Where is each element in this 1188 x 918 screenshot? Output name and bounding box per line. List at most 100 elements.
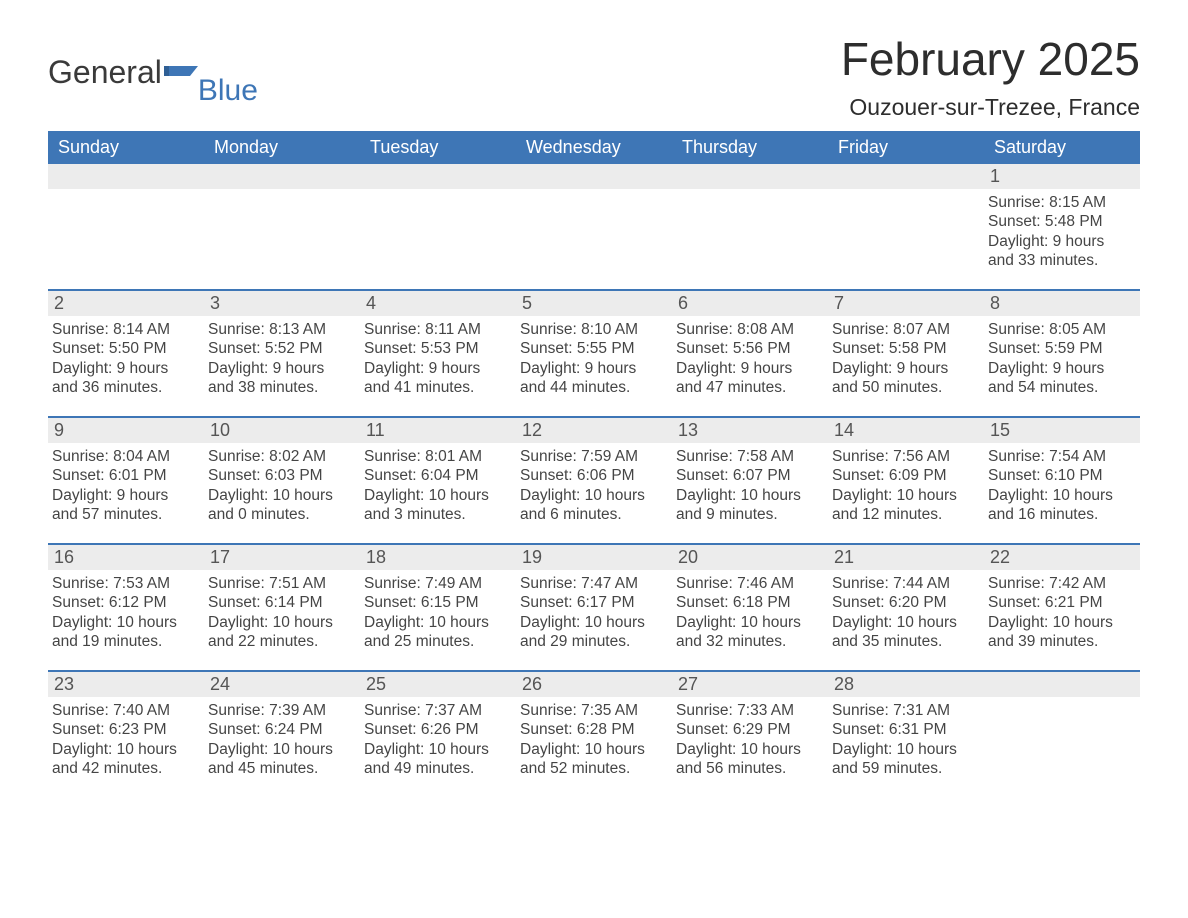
day-number	[360, 164, 516, 189]
day-cell	[672, 189, 828, 289]
day-number: 10	[204, 418, 360, 443]
day-number: 8	[984, 291, 1140, 316]
day-cell: Sunrise: 7:35 AMSunset: 6:28 PMDaylight:…	[516, 697, 672, 797]
day-sunset: Sunset: 6:28 PM	[520, 720, 664, 739]
day-number: 26	[516, 672, 672, 697]
day-number: 2	[48, 291, 204, 316]
day-cell: Sunrise: 7:42 AMSunset: 6:21 PMDaylight:…	[984, 570, 1140, 670]
day-cell: Sunrise: 8:15 AMSunset: 5:48 PMDaylight:…	[984, 189, 1140, 289]
calendar-week: 16171819202122Sunrise: 7:53 AMSunset: 6:…	[48, 543, 1140, 670]
day-sunset: Sunset: 6:20 PM	[832, 593, 976, 612]
day-number	[828, 164, 984, 189]
day-number: 4	[360, 291, 516, 316]
calendar-week: 232425262728Sunrise: 7:40 AMSunset: 6:23…	[48, 670, 1140, 797]
day-sunrise: Sunrise: 7:40 AM	[52, 701, 196, 720]
day-daylight: Daylight: 10 hours and 19 minutes.	[52, 613, 196, 652]
day-number: 5	[516, 291, 672, 316]
day-daylight: Daylight: 10 hours and 25 minutes.	[364, 613, 508, 652]
day-of-week-cell: Monday	[204, 131, 360, 164]
day-sunset: Sunset: 5:55 PM	[520, 339, 664, 358]
day-sunrise: Sunrise: 7:37 AM	[364, 701, 508, 720]
day-daylight: Daylight: 9 hours and 47 minutes.	[676, 359, 820, 398]
day-cell: Sunrise: 7:59 AMSunset: 6:06 PMDaylight:…	[516, 443, 672, 543]
day-sunrise: Sunrise: 8:02 AM	[208, 447, 352, 466]
day-sunset: Sunset: 6:17 PM	[520, 593, 664, 612]
day-number: 3	[204, 291, 360, 316]
day-sunrise: Sunrise: 8:04 AM	[52, 447, 196, 466]
calendar-week: 1Sunrise: 8:15 AMSunset: 5:48 PMDaylight…	[48, 164, 1140, 289]
day-daylight: Daylight: 10 hours and 6 minutes.	[520, 486, 664, 525]
day-daylight: Daylight: 9 hours and 36 minutes.	[52, 359, 196, 398]
day-cell: Sunrise: 8:04 AMSunset: 6:01 PMDaylight:…	[48, 443, 204, 543]
day-number: 22	[984, 545, 1140, 570]
day-daylight: Daylight: 10 hours and 22 minutes.	[208, 613, 352, 652]
day-cell: Sunrise: 7:40 AMSunset: 6:23 PMDaylight:…	[48, 697, 204, 797]
day-daylight: Daylight: 10 hours and 0 minutes.	[208, 486, 352, 525]
day-number-row: 1	[48, 164, 1140, 189]
day-cell: Sunrise: 7:47 AMSunset: 6:17 PMDaylight:…	[516, 570, 672, 670]
day-number: 14	[828, 418, 984, 443]
day-daylight: Daylight: 10 hours and 56 minutes.	[676, 740, 820, 779]
day-sunrise: Sunrise: 7:47 AM	[520, 574, 664, 593]
day-of-week-cell: Sunday	[48, 131, 204, 164]
day-number: 16	[48, 545, 204, 570]
day-cell: Sunrise: 7:44 AMSunset: 6:20 PMDaylight:…	[828, 570, 984, 670]
day-daylight: Daylight: 9 hours and 50 minutes.	[832, 359, 976, 398]
header: General Blue February 2025 Ouzouer-sur-T…	[48, 36, 1140, 121]
day-daylight: Daylight: 9 hours and 33 minutes.	[988, 232, 1132, 271]
day-number: 1	[984, 164, 1140, 189]
day-cell: Sunrise: 7:39 AMSunset: 6:24 PMDaylight:…	[204, 697, 360, 797]
brand-word-1: General	[48, 56, 162, 88]
day-cell: Sunrise: 8:08 AMSunset: 5:56 PMDaylight:…	[672, 316, 828, 416]
day-sunset: Sunset: 6:07 PM	[676, 466, 820, 485]
day-sunset: Sunset: 5:52 PM	[208, 339, 352, 358]
day-sunrise: Sunrise: 7:56 AM	[832, 447, 976, 466]
day-number: 25	[360, 672, 516, 697]
day-sunset: Sunset: 6:23 PM	[52, 720, 196, 739]
day-cell: Sunrise: 7:56 AMSunset: 6:09 PMDaylight:…	[828, 443, 984, 543]
day-sunrise: Sunrise: 8:08 AM	[676, 320, 820, 339]
month-year-title: February 2025	[841, 36, 1140, 82]
day-number: 13	[672, 418, 828, 443]
day-number: 6	[672, 291, 828, 316]
day-cell: Sunrise: 8:02 AMSunset: 6:03 PMDaylight:…	[204, 443, 360, 543]
day-daylight: Daylight: 10 hours and 49 minutes.	[364, 740, 508, 779]
day-cell: Sunrise: 7:46 AMSunset: 6:18 PMDaylight:…	[672, 570, 828, 670]
day-cell: Sunrise: 8:13 AMSunset: 5:52 PMDaylight:…	[204, 316, 360, 416]
day-sunrise: Sunrise: 7:42 AM	[988, 574, 1132, 593]
day-cell: Sunrise: 8:11 AMSunset: 5:53 PMDaylight:…	[360, 316, 516, 416]
day-daylight: Daylight: 10 hours and 16 minutes.	[988, 486, 1132, 525]
day-daylight: Daylight: 9 hours and 41 minutes.	[364, 359, 508, 398]
day-cell: Sunrise: 8:14 AMSunset: 5:50 PMDaylight:…	[48, 316, 204, 416]
day-sunrise: Sunrise: 8:07 AM	[832, 320, 976, 339]
day-number	[204, 164, 360, 189]
day-cell: Sunrise: 7:51 AMSunset: 6:14 PMDaylight:…	[204, 570, 360, 670]
day-sunrise: Sunrise: 7:33 AM	[676, 701, 820, 720]
day-daylight: Daylight: 10 hours and 9 minutes.	[676, 486, 820, 525]
day-sunrise: Sunrise: 7:35 AM	[520, 701, 664, 720]
day-sunrise: Sunrise: 7:53 AM	[52, 574, 196, 593]
day-daylight: Daylight: 10 hours and 42 minutes.	[52, 740, 196, 779]
day-sunrise: Sunrise: 8:14 AM	[52, 320, 196, 339]
day-sunset: Sunset: 6:29 PM	[676, 720, 820, 739]
day-number: 27	[672, 672, 828, 697]
day-of-week-cell: Friday	[828, 131, 984, 164]
day-sunset: Sunset: 6:24 PM	[208, 720, 352, 739]
day-number-row: 9101112131415	[48, 418, 1140, 443]
day-body-row: Sunrise: 7:53 AMSunset: 6:12 PMDaylight:…	[48, 570, 1140, 670]
day-daylight: Daylight: 10 hours and 52 minutes.	[520, 740, 664, 779]
day-of-week-header: SundayMondayTuesdayWednesdayThursdayFrid…	[48, 131, 1140, 164]
day-sunrise: Sunrise: 8:15 AM	[988, 193, 1132, 212]
day-sunset: Sunset: 5:59 PM	[988, 339, 1132, 358]
day-number-row: 2345678	[48, 291, 1140, 316]
day-body-row: Sunrise: 8:15 AMSunset: 5:48 PMDaylight:…	[48, 189, 1140, 289]
day-number: 21	[828, 545, 984, 570]
day-sunset: Sunset: 5:56 PM	[676, 339, 820, 358]
day-number	[984, 672, 1140, 697]
day-cell: Sunrise: 7:37 AMSunset: 6:26 PMDaylight:…	[360, 697, 516, 797]
day-daylight: Daylight: 10 hours and 59 minutes.	[832, 740, 976, 779]
day-daylight: Daylight: 10 hours and 12 minutes.	[832, 486, 976, 525]
day-number: 18	[360, 545, 516, 570]
day-cell	[828, 189, 984, 289]
day-sunrise: Sunrise: 7:44 AM	[832, 574, 976, 593]
